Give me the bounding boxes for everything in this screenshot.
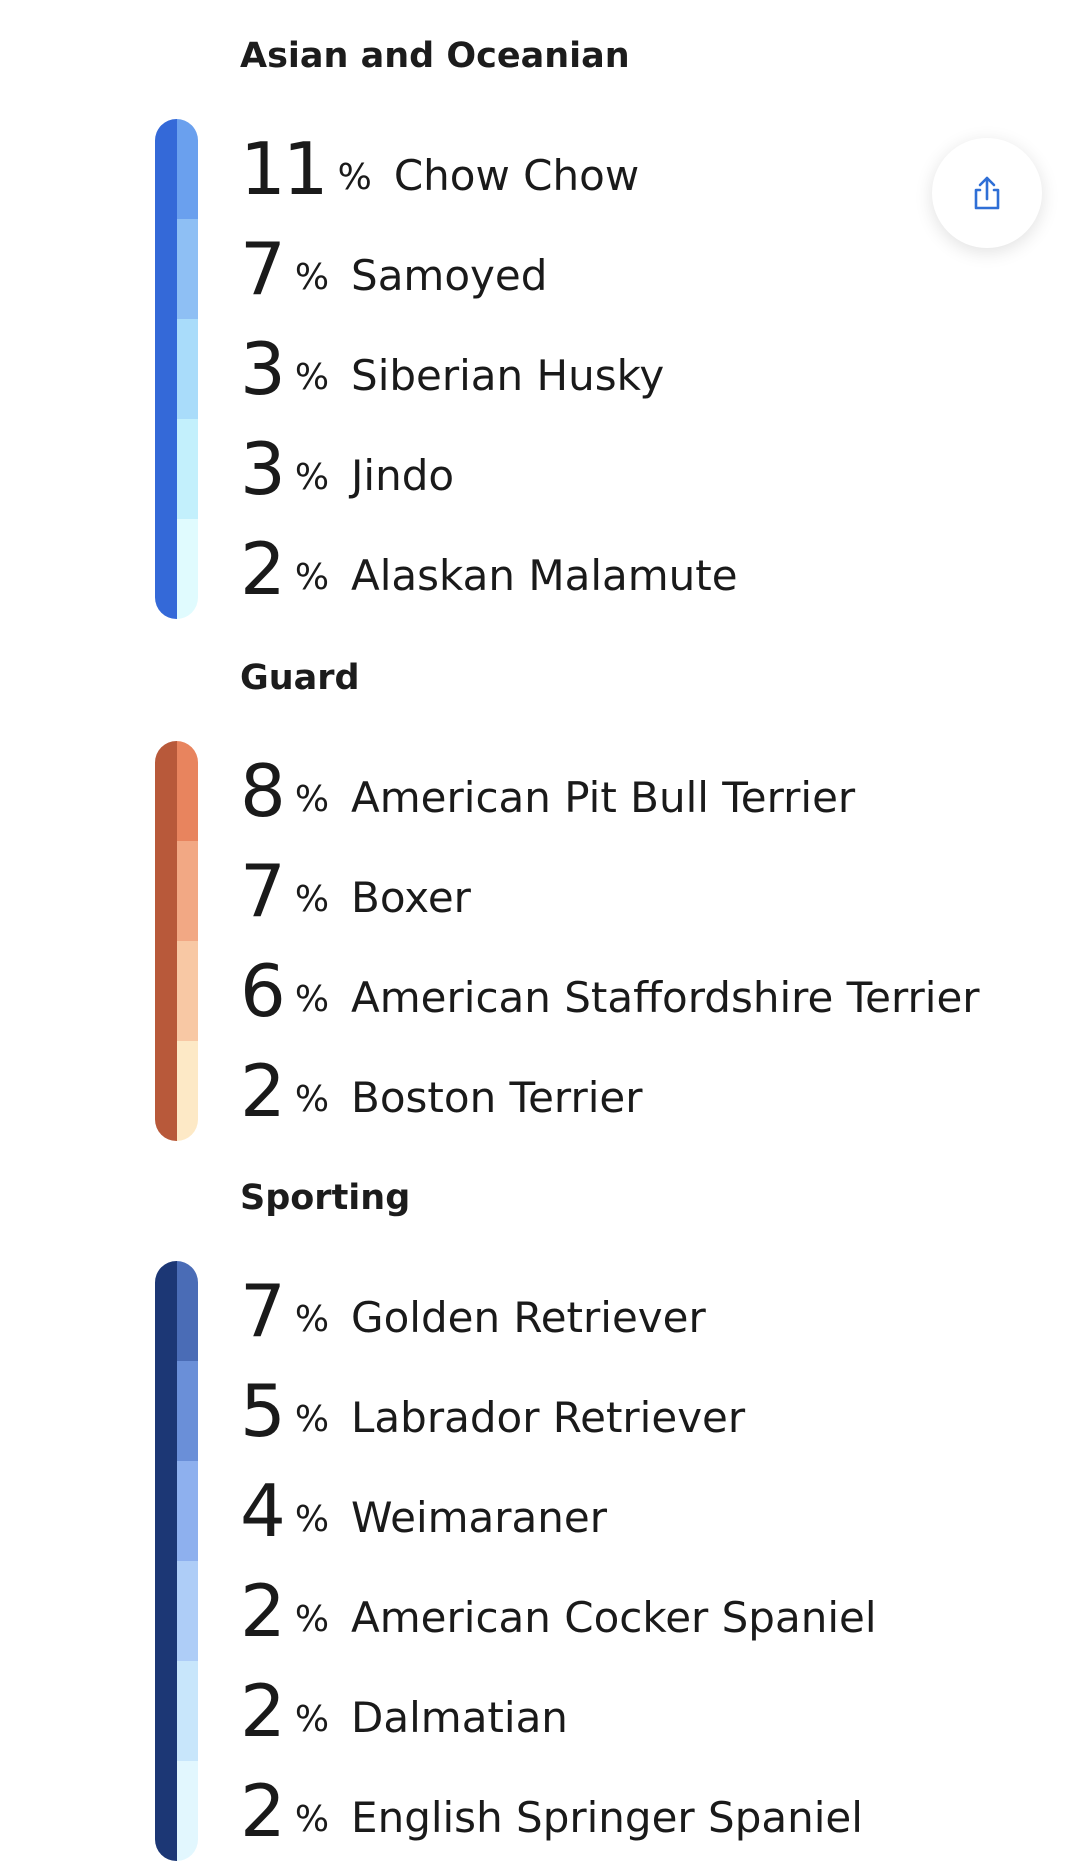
- percent-sign: %: [294, 1698, 330, 1740]
- bar-base: [155, 1261, 177, 1861]
- group-title: Asian and Oceanian: [240, 36, 630, 76]
- breed-percent: 7: [240, 227, 286, 311]
- breed-percent: 5: [240, 1369, 286, 1453]
- bar-segment: [177, 319, 198, 419]
- breed-name: Golden Retriever: [351, 1292, 706, 1342]
- breed-percent: 6: [240, 949, 286, 1033]
- breed-row: 3 % Jindo: [240, 419, 454, 519]
- percent-sign: %: [294, 978, 330, 1020]
- breed-row: 2 % English Springer Spaniel: [240, 1761, 863, 1861]
- bar-segment: [177, 1461, 198, 1561]
- breed-row: 7 % Boxer: [240, 841, 471, 941]
- breed-row: 3 % Siberian Husky: [240, 319, 664, 419]
- breed-row: 2 % Dalmatian: [240, 1661, 568, 1761]
- group-title: Guard: [240, 658, 360, 698]
- share-button[interactable]: [932, 138, 1042, 248]
- bar-segment: [177, 419, 198, 519]
- group-color-bar: [155, 119, 198, 619]
- bar-segment: [177, 1041, 198, 1141]
- breed-row: 11 % Chow Chow: [240, 119, 639, 219]
- breed-name: English Springer Spaniel: [351, 1792, 863, 1842]
- percent-sign: %: [294, 878, 330, 920]
- breed-percent: 8: [240, 749, 286, 833]
- breed-row: 8 % American Pit Bull Terrier: [240, 741, 855, 841]
- breed-row: 2 % American Cocker Spaniel: [240, 1561, 877, 1661]
- breed-percent: 2: [240, 527, 286, 611]
- percent-sign: %: [294, 1598, 330, 1640]
- breed-name: American Staffordshire Terrier: [351, 972, 980, 1022]
- breed-row: 7 % Golden Retriever: [240, 1261, 706, 1361]
- bar-segment: [177, 519, 198, 619]
- bar-segment: [177, 1661, 198, 1761]
- percent-sign: %: [294, 778, 330, 820]
- breed-row: 2 % Alaskan Malamute: [240, 519, 738, 619]
- breed-percent: 2: [240, 1669, 286, 1753]
- bar-segment: [177, 1361, 198, 1461]
- breed-row: 7 % Samoyed: [240, 219, 547, 319]
- breed-percent: 7: [240, 1269, 286, 1353]
- percent-sign: %: [294, 1078, 330, 1120]
- breed-percent: 3: [240, 427, 286, 511]
- percent-sign: %: [294, 256, 330, 298]
- breed-percent: 2: [240, 1569, 286, 1653]
- percent-sign: %: [294, 1498, 330, 1540]
- breed-name: Boston Terrier: [351, 1072, 643, 1122]
- percent-sign: %: [294, 1298, 330, 1340]
- breed-name: Labrador Retriever: [351, 1392, 746, 1442]
- breed-percent: 2: [240, 1049, 286, 1133]
- percent-sign: %: [337, 156, 372, 198]
- breed-percent: 4: [240, 1469, 286, 1553]
- breed-name: Dalmatian: [351, 1692, 568, 1742]
- percent-sign: %: [294, 356, 330, 398]
- breed-row: 4 % Weimaraner: [240, 1461, 607, 1561]
- breed-percent: 7: [240, 849, 286, 933]
- bar-segment: [177, 1261, 198, 1361]
- breed-name: American Cocker Spaniel: [351, 1592, 877, 1642]
- bar-segment: [177, 1561, 198, 1661]
- bar-segment: [177, 119, 198, 219]
- bar-segment: [177, 741, 198, 841]
- breed-name: Boxer: [351, 872, 471, 922]
- bar-base: [155, 741, 177, 1141]
- breed-name: Weimaraner: [351, 1492, 607, 1542]
- bar-segment: [177, 1761, 198, 1861]
- group-color-bar: [155, 741, 198, 1141]
- group-color-bar: [155, 1261, 198, 1861]
- share-icon: [967, 173, 1007, 213]
- percent-sign: %: [294, 1798, 330, 1840]
- bar-segment: [177, 941, 198, 1041]
- bar-base: [155, 119, 177, 619]
- percent-sign: %: [294, 456, 330, 498]
- bar-segment: [177, 841, 198, 941]
- breed-name: Jindo: [351, 450, 455, 500]
- breed-row: 5 % Labrador Retriever: [240, 1361, 745, 1461]
- bar-segment: [177, 219, 198, 319]
- percent-sign: %: [294, 1398, 330, 1440]
- breed-name: Siberian Husky: [351, 350, 665, 400]
- breed-percent: 11: [240, 127, 329, 211]
- breed-name: Samoyed: [351, 250, 548, 300]
- percent-sign: %: [294, 556, 330, 598]
- breed-row: 6 % American Staffordshire Terrier: [240, 941, 980, 1041]
- breed-name: Chow Chow: [393, 150, 640, 200]
- breed-percent: 2: [240, 1769, 286, 1853]
- breed-name: American Pit Bull Terrier: [351, 772, 856, 822]
- group-title: Sporting: [240, 1178, 411, 1218]
- breed-percent: 3: [240, 327, 286, 411]
- breed-row: 2 % Boston Terrier: [240, 1041, 643, 1141]
- breed-name: Alaskan Malamute: [351, 550, 738, 600]
